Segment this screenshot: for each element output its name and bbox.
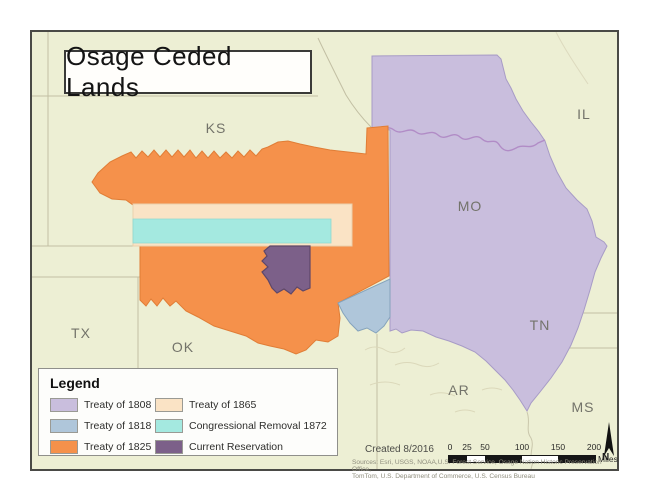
north-arrow-icon [604, 422, 614, 456]
legend-swatch-reservation [155, 440, 183, 454]
state-label-tn: TN [529, 317, 551, 333]
scale-bar-segments [448, 455, 596, 463]
scale-tick-label: 200 [586, 442, 602, 452]
credits-line-2: TomTom, U.S. Department of Commerce, U.S… [352, 473, 535, 480]
legend-label: Treaty of 1808 [84, 399, 152, 411]
congressional-removal-1872-region [132, 218, 332, 244]
legend-label: Congressional Removal 1872 [189, 420, 327, 432]
legend-swatch-1825 [50, 440, 78, 454]
scale-unit-label: Miles [598, 454, 618, 464]
map-canvas [32, 32, 617, 469]
state-label-ms: MS [571, 399, 595, 415]
map-title-box: Osage Ceded Lands [64, 41, 312, 102]
treaty-1818-region [337, 278, 391, 334]
legend-swatch-1865 [155, 398, 183, 412]
state-label-tx: TX [71, 325, 91, 341]
scale-tick-label: 50 [480, 442, 490, 452]
state-label-ks: KS [205, 120, 227, 136]
legend-label: Treaty of 1825 [84, 441, 152, 453]
legend-swatch-1808 [50, 398, 78, 412]
legend-label: Treaty of 1818 [84, 420, 152, 432]
state-label-il: IL [577, 106, 591, 122]
legend-label: Current Reservation [189, 441, 283, 453]
current-reservation-region [261, 245, 311, 295]
scale-tick-label: 100 [514, 442, 530, 452]
legend-swatch-1872 [155, 419, 183, 433]
north-label: N [602, 452, 610, 463]
scale-bar: 0 25 50 100 150 200 Miles [447, 442, 618, 468]
scale-tick-label: 150 [550, 442, 566, 452]
missouri-river [371, 127, 546, 152]
legend-label: Treaty of 1865 [189, 399, 257, 411]
legend-swatch-1818 [50, 419, 78, 433]
map-frame: KS MO IL TX OK TN AR MS Osage Ceded Land… [30, 30, 619, 480]
created-date: Created 8/2016 [365, 444, 434, 455]
state-label-mo: MO [457, 198, 483, 214]
scale-tick-label: 25 [462, 442, 472, 452]
legend-title: Legend [50, 375, 100, 391]
credits-line-1: Sources: Esri, USGS, NOAA,U.S. Forest Se… [352, 459, 602, 473]
state-label-ok: OK [171, 339, 195, 355]
state-label-ar: AR [448, 382, 470, 398]
scale-tick-label: 0 [447, 442, 453, 452]
treaty-1808-region [371, 54, 608, 413]
map-title: Osage Ceded Lands [66, 41, 232, 102]
legend: Legend Treaty of 1808 Treaty of 1818 Tre… [38, 368, 338, 456]
source-credits: Sources: Esri, USGS, NOAA,U.S. Forest Se… [352, 459, 620, 480]
state-boundary-lines [32, 32, 617, 469]
